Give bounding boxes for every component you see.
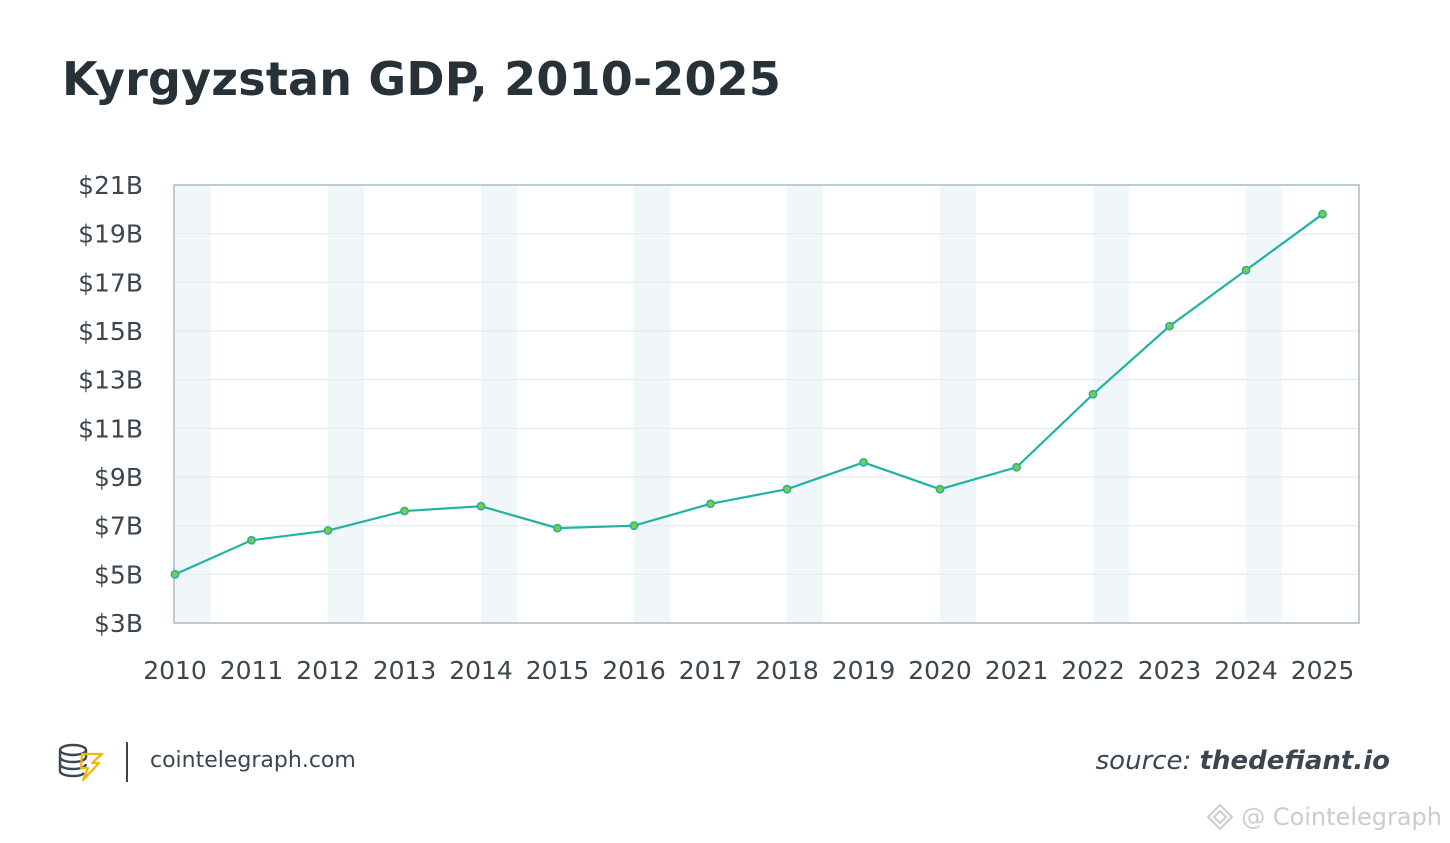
x-tick-label: 2011: [220, 656, 284, 685]
source-name: thedefiant.io: [1199, 746, 1390, 776]
y-tick-label: $21B: [78, 171, 143, 200]
cointelegraph-logo-icon: [58, 743, 104, 782]
x-tick-label: 2022: [1061, 656, 1125, 685]
plot-frame: [173, 184, 1360, 624]
x-axis-ticks: 2010 2011 2012 2013 2014 2015 2016 2017 2018 2019…: [143, 656, 1354, 685]
source-prefix: source:: [1095, 746, 1200, 776]
data-point: [706, 499, 715, 509]
data-point: [323, 526, 333, 535]
y-tick-label: $19B: [78, 220, 143, 249]
column-band: [940, 185, 976, 623]
series-line: [174, 213, 1324, 576]
data-point: [935, 484, 945, 494]
x-tick-label: 2018: [755, 656, 819, 685]
data-point: [400, 506, 409, 516]
data-points: [170, 209, 1327, 579]
x-tick-label: 2012: [296, 656, 360, 685]
x-tick-label: 2023: [1138, 656, 1202, 685]
x-tick-label: 2010: [143, 656, 207, 685]
data-point: [859, 457, 868, 467]
x-tick-label: 2015: [526, 656, 590, 685]
data-point: [629, 521, 639, 531]
footer-divider: [126, 742, 128, 782]
watermark-diamond-icon: [1206, 803, 1234, 831]
y-tick-label: $15B: [78, 317, 143, 346]
data-point: [247, 535, 256, 545]
x-tick-label: 2021: [985, 656, 1049, 685]
watermark-text: @ Cointelegraph: [1241, 803, 1442, 831]
data-point: [476, 501, 486, 511]
data-point: [1088, 389, 1098, 399]
y-tick-label: $11B: [78, 414, 143, 443]
y-tick-label: $5B: [94, 560, 143, 589]
y-axis-ticks: $3B $5B $7B $9B $11B $13B $15B $17B $19B $21B: [78, 171, 143, 638]
data-point: [170, 569, 180, 579]
x-tick-label: 2014: [449, 656, 513, 685]
x-tick-label: 2013: [373, 656, 437, 685]
column-band: [328, 185, 364, 623]
column-bands: [175, 185, 1282, 623]
x-tick-label: 2020: [908, 656, 972, 685]
x-tick-label: 2025: [1291, 656, 1355, 685]
data-point: [1318, 209, 1327, 219]
watermark: @ Cointelegraph: [1205, 802, 1442, 832]
data-point: [1012, 462, 1021, 472]
x-tick-label: 2019: [832, 656, 896, 685]
y-tick-label: $7B: [94, 512, 143, 541]
y-tick-label: $3B: [94, 609, 143, 638]
data-point: [553, 523, 562, 533]
data-point: [782, 484, 792, 494]
data-point: [1165, 321, 1174, 331]
footer-site-url: cointelegraph.com: [150, 748, 356, 773]
column-band: [787, 185, 823, 623]
x-tick-label: 2016: [602, 656, 666, 685]
column-band: [634, 185, 670, 623]
column-band: [1093, 185, 1129, 623]
column-band: [175, 185, 211, 623]
x-tick-label: 2024: [1214, 656, 1278, 685]
x-tick-label: 2017: [679, 656, 743, 685]
column-band: [481, 185, 517, 623]
data-point: [1241, 265, 1251, 275]
chart-title: Kyrgyzstan GDP, 2010-2025: [62, 52, 782, 106]
y-tick-label: $9B: [94, 463, 143, 492]
column-band: [1246, 185, 1282, 623]
footer-source: source: thedefiant.io: [1096, 746, 1390, 776]
y-tick-label: $13B: [78, 366, 143, 395]
y-tick-label: $17B: [78, 268, 143, 297]
